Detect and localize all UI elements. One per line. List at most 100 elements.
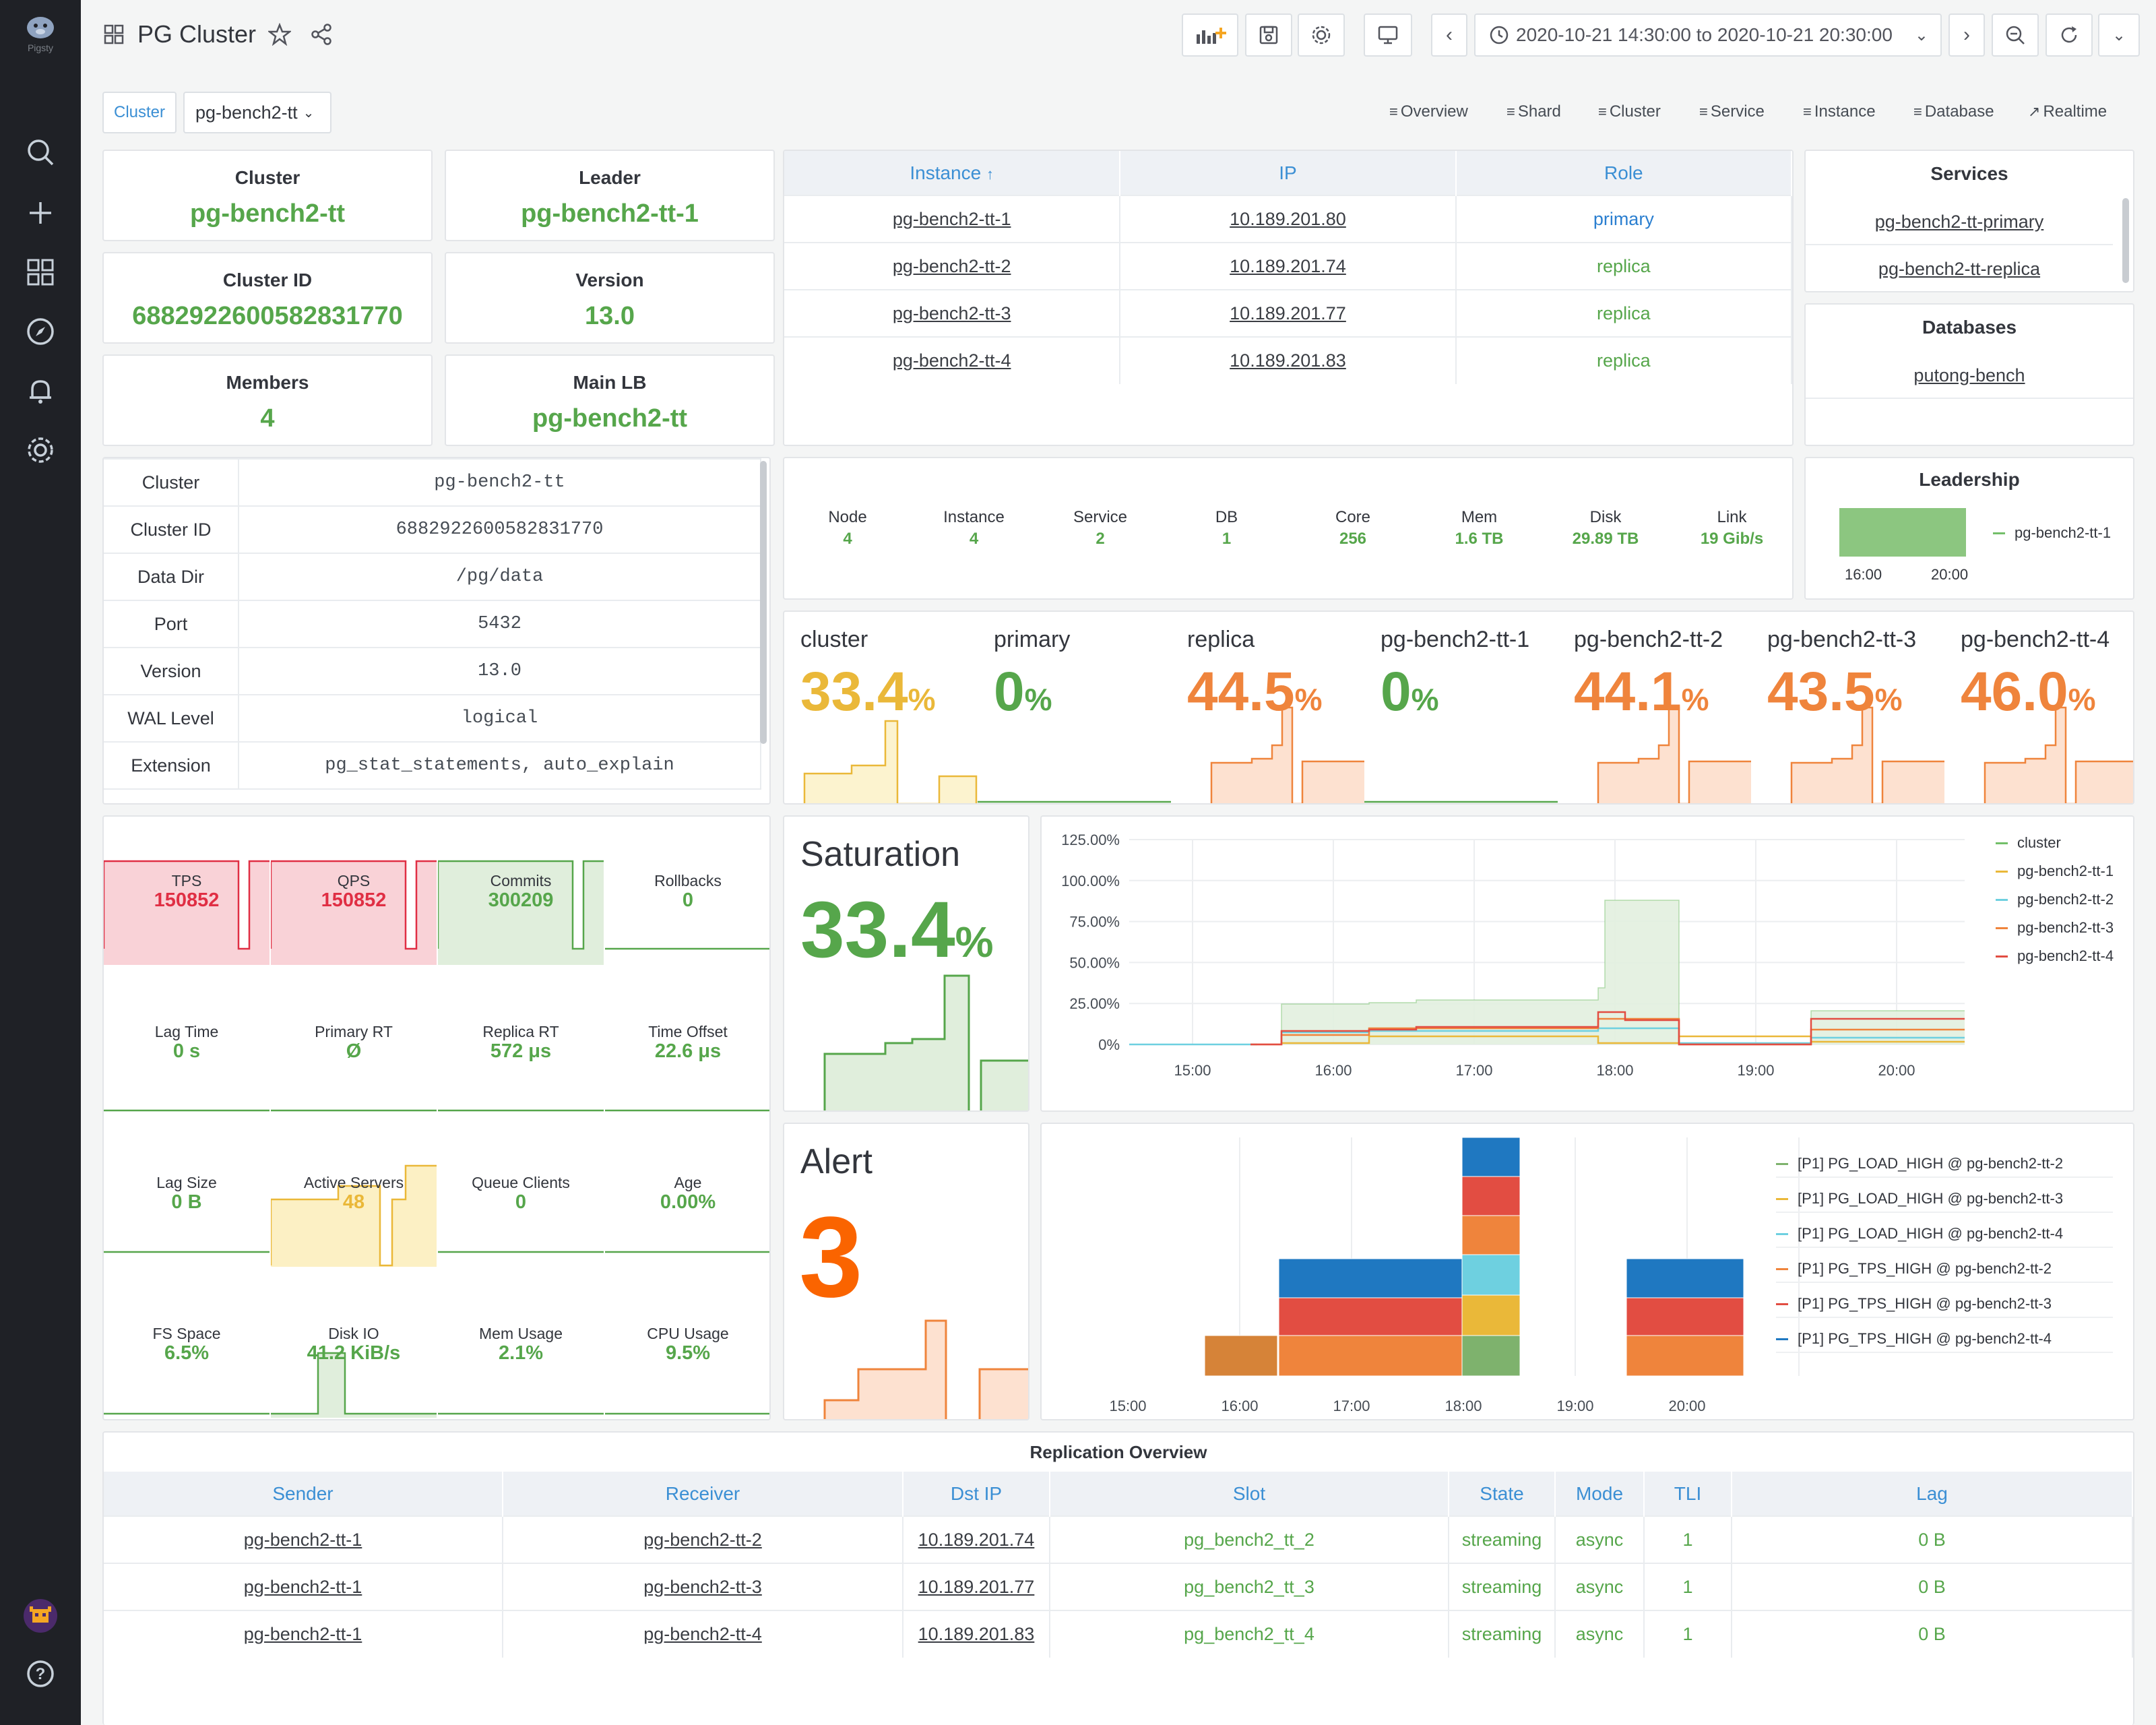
receiver-cell[interactable]: pg-bench2-tt-4 — [503, 1610, 903, 1658]
service-link-primary[interactable]: pg-bench2-tt-primary — [1806, 198, 2113, 245]
alert-bell-icon[interactable] — [20, 371, 61, 411]
metric-disk-io[interactable]: Disk IO 41.2 KiB/s — [271, 1269, 437, 1418]
metric-lag-size[interactable]: Lag Size 0 B — [104, 1119, 270, 1267]
nav-link-cluster[interactable]: ≡ Cluster — [1591, 94, 1684, 129]
ip-cell[interactable]: 10.189.201.77 — [1120, 289, 1457, 337]
metric-lag-time[interactable]: Lag Time 0 s — [104, 968, 270, 1116]
instance-cell[interactable]: pg-bench2-tt-3 — [784, 289, 1121, 337]
col-lag[interactable]: Lag — [1732, 1472, 2133, 1516]
share-icon[interactable] — [310, 23, 333, 46]
ip-link[interactable]: 10.189.201.77 — [918, 1576, 1035, 1597]
load-gauge-pg-bench2-tt-2[interactable]: pg-bench2-tt-2 44.1% — [1558, 612, 1751, 803]
receiver-link[interactable]: pg-bench2-tt-2 — [643, 1529, 762, 1550]
legend-item[interactable]: [P1] PG_TPS_HIGH @ pg-bench2-tt-4 — [1776, 1326, 2113, 1353]
nav-link-shard[interactable]: ≡ Shard — [1500, 94, 1583, 129]
ip-cell[interactable]: 10.189.201.74 — [903, 1515, 1050, 1563]
nav-link-realtime[interactable]: ↗ Realtime — [2021, 94, 2129, 129]
instance-link[interactable]: pg-bench2-tt-4 — [892, 350, 1011, 371]
refresh-button[interactable] — [2046, 13, 2093, 57]
ip-link[interactable]: 10.189.201.77 — [1230, 303, 1346, 323]
sender-link[interactable]: pg-bench2-tt-1 — [243, 1624, 362, 1644]
sender-cell[interactable]: pg-bench2-tt-1 — [104, 1563, 503, 1610]
metric-rollbacks[interactable]: Rollbacks 0 — [605, 817, 769, 965]
save-button[interactable] — [1245, 13, 1292, 57]
metric-cpu-usage[interactable]: CPU Usage 9.5% — [605, 1269, 769, 1418]
metric-primary-rt[interactable]: Primary RT Ø — [271, 968, 437, 1116]
metric-mem-usage[interactable]: Mem Usage 2.1% — [438, 1269, 604, 1418]
metric-queue-clients[interactable]: Queue Clients 0 — [438, 1119, 604, 1267]
ip-link[interactable]: 10.189.201.83 — [1230, 350, 1346, 371]
explore-icon[interactable] — [20, 311, 61, 352]
col-instance[interactable]: Instance ↑ — [784, 151, 1121, 195]
col-role[interactable]: Role — [1455, 151, 1792, 195]
legend-item[interactable]: [P1] PG_TPS_HIGH @ pg-bench2-tt-3 — [1776, 1291, 2113, 1318]
time-forward-button[interactable]: › — [1948, 13, 1985, 57]
nav-link-overview[interactable]: ≡ Overview — [1383, 94, 1492, 129]
sender-cell[interactable]: pg-bench2-tt-1 — [104, 1610, 503, 1658]
services-scrollbar[interactable] — [2122, 198, 2129, 283]
sender-cell[interactable]: pg-bench2-tt-1 — [104, 1515, 503, 1563]
col-state[interactable]: State — [1449, 1472, 1556, 1516]
instance-cell[interactable]: pg-bench2-tt-2 — [784, 242, 1121, 290]
legend-item[interactable]: pg-bench2-tt-4 — [1996, 947, 2114, 965]
dashboards-icon[interactable] — [20, 252, 61, 292]
nav-link-instance[interactable]: ≡ Instance — [1796, 94, 1899, 129]
avatar[interactable] — [20, 1596, 61, 1636]
page-title[interactable]: PG Cluster — [137, 20, 257, 48]
metric-age[interactable]: Age 0.00% — [605, 1119, 769, 1267]
col-sender[interactable]: Sender — [104, 1472, 503, 1516]
ip-link[interactable]: 10.189.201.80 — [1230, 208, 1346, 229]
legend-item[interactable]: pg-bench2-tt-2 — [1996, 891, 2114, 908]
metric-replica-rt[interactable]: Replica RT 572 μs — [438, 968, 604, 1116]
load-gauge-pg-bench2-tt-3[interactable]: pg-bench2-tt-3 43.5% — [1751, 612, 1944, 803]
legend-item[interactable]: [P1] PG_LOAD_HIGH @ pg-bench2-tt-4 — [1776, 1221, 2113, 1248]
legend-item[interactable]: [P1] PG_TPS_HIGH @ pg-bench2-tt-2 — [1776, 1256, 2113, 1283]
legend-item[interactable]: pg-bench2-tt-1 — [1996, 862, 2114, 880]
instance-cell[interactable]: pg-bench2-tt-1 — [784, 195, 1121, 243]
metric-tps[interactable]: TPS 150852 — [104, 817, 270, 965]
ip-cell[interactable]: 10.189.201.74 — [1120, 242, 1457, 290]
plus-icon[interactable] — [20, 193, 61, 233]
instance-link[interactable]: pg-bench2-tt-2 — [892, 255, 1011, 276]
load-gauge-replica[interactable]: replica 44.5% — [1171, 612, 1364, 803]
ip-cell[interactable]: 10.189.201.83 — [1120, 336, 1457, 384]
col-tli[interactable]: TLI — [1644, 1472, 1732, 1516]
ip-cell[interactable]: 10.189.201.80 — [1120, 195, 1457, 243]
receiver-link[interactable]: pg-bench2-tt-3 — [643, 1576, 762, 1597]
col-ip[interactable]: IP — [1120, 151, 1457, 195]
col-dst-ip[interactable]: Dst IP — [903, 1472, 1050, 1516]
cluster-variable-select[interactable]: pg-bench2-tt ⌄ — [183, 92, 331, 133]
metric-commits[interactable]: Commits 300209 — [438, 817, 604, 965]
metric-qps[interactable]: QPS 150852 — [271, 817, 437, 965]
metric-time-offset[interactable]: Time Offset 22.6 μs — [605, 968, 769, 1116]
instance-link[interactable]: pg-bench2-tt-1 — [892, 208, 1011, 229]
receiver-cell[interactable]: pg-bench2-tt-2 — [503, 1515, 903, 1563]
time-picker[interactable]: 2020-10-21 14:30:00 to 2020-10-21 20:30:… — [1474, 13, 1942, 57]
sender-link[interactable]: pg-bench2-tt-1 — [243, 1529, 362, 1550]
legend-item[interactable]: pg-bench2-tt-3 — [1996, 919, 2114, 937]
load-gauge-primary[interactable]: primary 0% — [978, 612, 1171, 803]
pigsty-logo[interactable]: Pigsty — [20, 13, 61, 54]
load-gauge-pg-bench2-tt-4[interactable]: pg-bench2-tt-4 46.0% — [1944, 612, 2133, 803]
nav-link-database[interactable]: ≡ Database — [1907, 94, 2013, 129]
star-icon[interactable] — [268, 23, 291, 46]
col-slot[interactable]: Slot — [1050, 1472, 1449, 1516]
metric-active-servers[interactable]: Active Servers 48 — [271, 1119, 437, 1267]
help-icon[interactable]: ? — [20, 1654, 61, 1694]
gear-icon[interactable] — [20, 430, 61, 470]
instance-cell[interactable]: pg-bench2-tt-4 — [784, 336, 1121, 384]
ip-cell[interactable]: 10.189.201.77 — [903, 1563, 1050, 1610]
leadership-legend[interactable]: pg-bench2-tt-1 — [1993, 524, 2111, 542]
add-panel-button[interactable] — [1182, 13, 1238, 57]
ip-link[interactable]: 10.189.201.74 — [1230, 255, 1346, 276]
receiver-link[interactable]: pg-bench2-tt-4 — [643, 1624, 762, 1644]
load-gauge-pg-bench2-tt-1[interactable]: pg-bench2-tt-1 0% — [1364, 612, 1558, 803]
search-icon[interactable] — [20, 132, 61, 172]
col-receiver[interactable]: Receiver — [503, 1472, 903, 1516]
legend-item[interactable]: [P1] PG_LOAD_HIGH @ pg-bench2-tt-2 — [1776, 1151, 2113, 1178]
time-back-button[interactable]: ‹ — [1431, 13, 1467, 57]
zoom-out-button[interactable] — [1992, 13, 2039, 57]
legend-item[interactable]: cluster — [1996, 834, 2061, 852]
legend-item[interactable]: [P1] PG_LOAD_HIGH @ pg-bench2-tt-3 — [1776, 1186, 2113, 1213]
ip-link[interactable]: 10.189.201.74 — [918, 1529, 1035, 1550]
